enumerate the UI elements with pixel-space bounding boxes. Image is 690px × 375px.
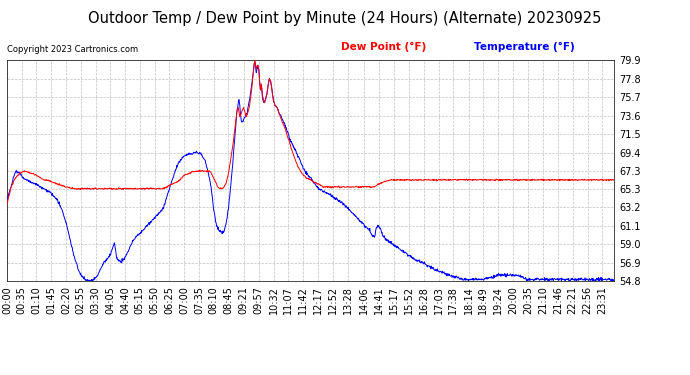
Text: Copyright 2023 Cartronics.com: Copyright 2023 Cartronics.com xyxy=(7,45,138,54)
Text: Dew Point (°F): Dew Point (°F) xyxy=(341,42,426,52)
Text: Outdoor Temp / Dew Point by Minute (24 Hours) (Alternate) 20230925: Outdoor Temp / Dew Point by Minute (24 H… xyxy=(88,11,602,26)
Text: Temperature (°F): Temperature (°F) xyxy=(475,42,575,52)
